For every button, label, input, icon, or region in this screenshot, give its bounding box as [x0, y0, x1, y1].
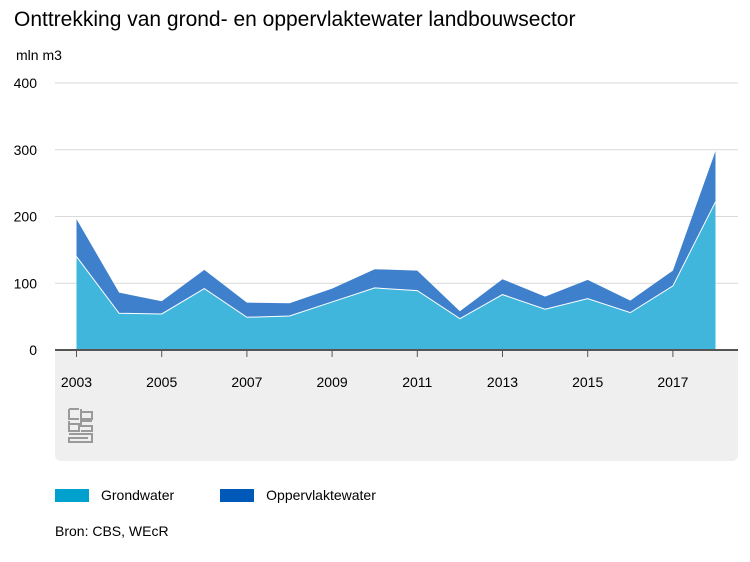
x-tick-label-2011: 2011 [402, 374, 432, 390]
x-tick-label-2015: 2015 [572, 374, 603, 390]
y-tick-label-400: 400 [14, 75, 38, 91]
area-grondwater [76, 201, 716, 350]
series-boundary-line [76, 201, 716, 320]
y-tick-label-100: 100 [14, 275, 38, 291]
y-tick-label-0: 0 [29, 342, 37, 358]
y-tick-label-200: 200 [14, 209, 38, 225]
area-oppervlaktewater [76, 151, 716, 350]
x-tick-label-2003: 2003 [61, 374, 92, 390]
y-tick-label-300: 300 [14, 142, 38, 158]
x-tick-label-2013: 2013 [487, 374, 518, 390]
x-tick-label-2017: 2017 [657, 374, 688, 390]
x-tick-label-2007: 2007 [231, 374, 262, 390]
legend-swatch-oppervlaktewater [220, 488, 255, 502]
chart-title: Onttrekking van grond- en oppervlaktewat… [14, 8, 576, 31]
legend-label-oppervlaktewater: Oppervlaktewater [266, 487, 376, 503]
cbs-logo-icon [68, 408, 93, 443]
legend-item-oppervlaktewater[interactable]: Oppervlaktewater [220, 487, 376, 503]
x-axis-panel [55, 349, 738, 461]
legend-swatch-grondwater [55, 488, 89, 502]
y-axis-unit-label: mln m3 [16, 47, 62, 63]
x-tick-label-2009: 2009 [317, 374, 348, 390]
source-note: Bron: CBS, WEcR [55, 523, 169, 539]
legend-label-grondwater: Grondwater [101, 487, 175, 503]
legend: Grondwater Oppervlaktewater [55, 487, 422, 503]
x-tick-label-2005: 2005 [146, 374, 177, 390]
legend-item-grondwater[interactable]: Grondwater [55, 487, 174, 503]
